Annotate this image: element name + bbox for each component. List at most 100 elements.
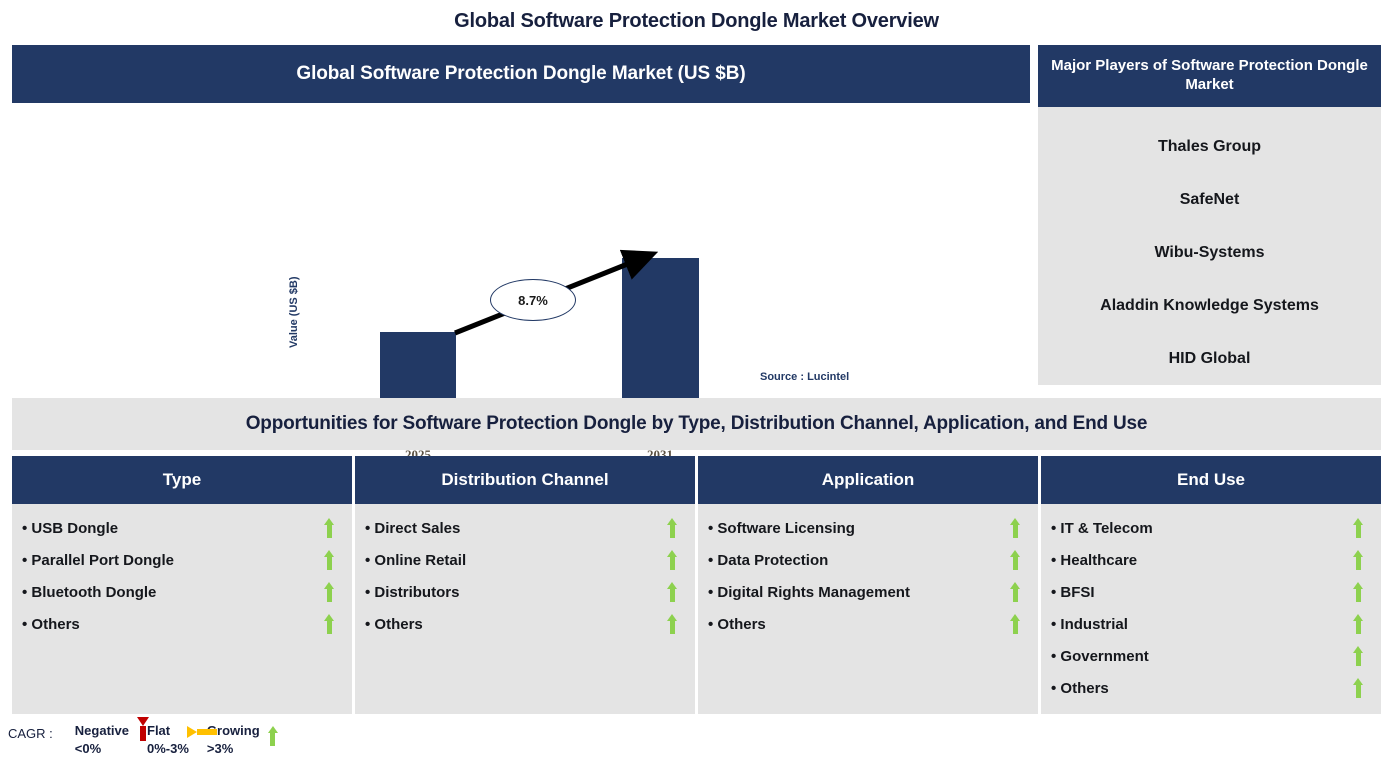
column-items: Direct Sales Online Retail Distributors … xyxy=(355,504,695,714)
legend-entry-labels: Growing >3% xyxy=(207,722,260,757)
trend-cell xyxy=(1002,518,1028,538)
list-item-label: Data Protection xyxy=(708,552,1002,569)
trend-cell xyxy=(1345,678,1371,698)
legend-entry-labels: Flat 0%-3% xyxy=(147,722,189,757)
column-items: USB Dongle Parallel Port Dongle Bluetoot… xyxy=(12,504,352,714)
list-item: IT & Telecom xyxy=(1051,512,1371,544)
arrow-up-icon xyxy=(1353,646,1363,666)
list-item-label: USB Dongle xyxy=(22,520,316,537)
list-item: BFSI xyxy=(1051,576,1371,608)
arrow-up-icon xyxy=(324,550,334,570)
list-item: Parallel Port Dongle xyxy=(22,544,342,576)
column-title: Application xyxy=(698,456,1038,504)
legend-entry-growing: Growing >3% xyxy=(207,722,268,757)
trend-cell xyxy=(659,550,685,570)
list-item-label: Others xyxy=(708,616,1002,633)
arrow-up-icon xyxy=(667,518,677,538)
bar-chart-plot: Value (US $B) 8.7% 2025 2031 xyxy=(12,103,1030,462)
cagr-value: 8.7% xyxy=(518,292,548,308)
arrow-up-icon xyxy=(324,614,334,634)
list-item: Digital Rights Management xyxy=(708,576,1028,608)
trend-cell xyxy=(1002,614,1028,634)
player-item: Aladdin Knowledge Systems xyxy=(1100,296,1319,314)
arrow-up-icon xyxy=(1010,550,1020,570)
trend-cell xyxy=(1345,582,1371,602)
legend-entry-range: >3% xyxy=(206,740,234,756)
major-players-panel: Major Players of Software Protection Don… xyxy=(1038,45,1381,385)
chart-banner: Global Software Protection Dongle Market… xyxy=(12,45,1030,103)
list-item-label: Others xyxy=(365,616,659,633)
column-title: Distribution Channel xyxy=(355,456,695,504)
list-item-label: Bluetooth Dongle xyxy=(22,584,316,601)
list-item: Data Protection xyxy=(708,544,1028,576)
trend-cell xyxy=(659,614,685,634)
column-items: Software Licensing Data Protection Digit… xyxy=(698,504,1038,714)
list-item: Healthcare xyxy=(1051,544,1371,576)
list-item-label: Others xyxy=(22,616,316,633)
trend-cell xyxy=(1345,550,1371,570)
market-chart-card: Global Software Protection Dongle Market… xyxy=(12,45,1030,462)
legend-entry-range: <0% xyxy=(74,740,102,756)
arrow-up-icon xyxy=(1353,550,1363,570)
player-item: Thales Group xyxy=(1157,138,1262,156)
column-end-use: End Use IT & Telecom Healthcare BFSI Ind… xyxy=(1041,456,1381,714)
column-application: Application Software Licensing Data Prot… xyxy=(698,456,1038,714)
column-items: IT & Telecom Healthcare BFSI Industrial … xyxy=(1041,504,1381,714)
player-item: Wibu-Systems xyxy=(1154,243,1265,261)
list-item: Bluetooth Dongle xyxy=(22,576,342,608)
list-item-label: Others xyxy=(1051,680,1345,697)
major-players-title: Major Players of Software Protection Don… xyxy=(1038,45,1381,107)
trend-cell xyxy=(316,550,342,570)
column-title: End Use xyxy=(1041,456,1381,504)
list-item-label: Online Retail xyxy=(365,552,659,569)
list-item: USB Dongle xyxy=(22,512,342,544)
column-title: Type xyxy=(12,456,352,504)
trend-cell xyxy=(659,518,685,538)
trend-cell xyxy=(1345,518,1371,538)
legend-entry-range: 0%-3% xyxy=(147,740,189,756)
y-axis-label: Value (US $B) xyxy=(288,276,300,348)
list-item-label: BFSI xyxy=(1051,584,1345,601)
list-item-label: Parallel Port Dongle xyxy=(22,552,316,569)
legend-entry-name: Negative xyxy=(74,723,129,738)
arrow-up-icon xyxy=(1353,678,1363,698)
list-item: Others xyxy=(1051,672,1371,704)
list-item-label: Distributors xyxy=(365,584,659,601)
legend-entry-labels: Negative <0% xyxy=(75,722,129,757)
legend-entry-name: Growing xyxy=(206,723,260,738)
list-item-label: Digital Rights Management xyxy=(708,584,1002,601)
list-item: Software Licensing xyxy=(708,512,1028,544)
arrow-up-icon xyxy=(667,550,677,570)
trend-cell xyxy=(659,582,685,602)
trend-cell xyxy=(1002,582,1028,602)
chart-banner-title: Global Software Protection Dongle Market… xyxy=(296,63,746,84)
cagr-legend-title: CAGR : xyxy=(8,726,53,741)
list-item: Others xyxy=(708,608,1028,640)
arrow-up-icon xyxy=(324,582,334,602)
list-item: Online Retail xyxy=(365,544,685,576)
list-item-label: Industrial xyxy=(1051,616,1345,633)
list-item-label: Direct Sales xyxy=(365,520,659,537)
list-item-label: Software Licensing xyxy=(708,520,1002,537)
arrow-up-icon xyxy=(1010,582,1020,602)
list-item: Distributors xyxy=(365,576,685,608)
trend-cell xyxy=(316,518,342,538)
arrow-up-icon xyxy=(1010,518,1020,538)
list-item-label: Healthcare xyxy=(1051,552,1345,569)
list-item-label: IT & Telecom xyxy=(1051,520,1345,537)
list-item: Industrial xyxy=(1051,608,1371,640)
arrow-up-icon xyxy=(1353,614,1363,634)
opportunity-columns: Type USB Dongle Parallel Port Dongle Blu… xyxy=(12,456,1381,714)
list-item: Others xyxy=(22,608,342,640)
source-label: Source : Lucintel xyxy=(760,371,850,383)
legend-entry-negative: Negative <0% xyxy=(75,722,137,757)
top-row: Global Software Protection Dongle Market… xyxy=(12,45,1381,462)
page-title: Global Software Protection Dongle Market… xyxy=(454,10,939,32)
major-players-list: Thales Group SafeNet Wibu-Systems Aladdi… xyxy=(1038,107,1381,385)
trend-cell xyxy=(1002,550,1028,570)
list-item-label: Government xyxy=(1051,648,1345,665)
arrow-up-icon xyxy=(1353,582,1363,602)
cagr-legend: CAGR : Negative <0% Flat 0%-3% Growing >… xyxy=(8,722,278,768)
cagr-value-bubble: 8.7% xyxy=(490,279,576,321)
